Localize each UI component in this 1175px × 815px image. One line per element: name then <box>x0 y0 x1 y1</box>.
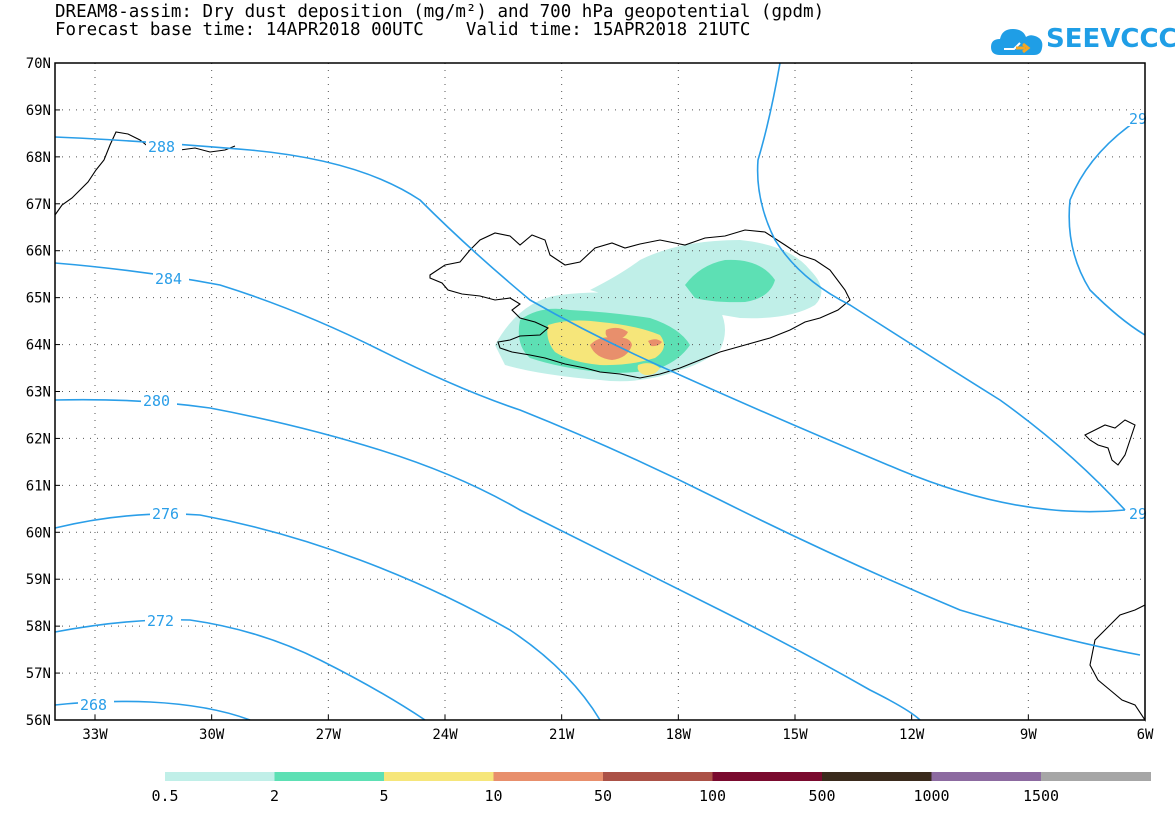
legend-swatch <box>274 772 385 781</box>
legend-swatch <box>165 772 275 781</box>
lon-label: 33W <box>82 727 108 743</box>
lon-label: 27W <box>316 727 342 743</box>
legend-label: 1500 <box>1023 787 1059 805</box>
lon-label: 12W <box>899 727 925 743</box>
lon-label: 9W <box>1020 727 1037 743</box>
contour-ridge-line <box>756 62 1126 511</box>
logo-text: SEEVCCC <box>1046 24 1175 54</box>
lat-label: 60N <box>26 525 51 541</box>
lon-label: 24W <box>432 727 458 743</box>
lat-label: 66N <box>26 244 51 260</box>
lon-label: 18W <box>666 727 692 743</box>
contour-label: 272 <box>147 612 174 630</box>
legend-label: 500 <box>808 787 835 805</box>
legend-label: 50 <box>594 787 612 805</box>
contour-label: 280 <box>143 392 170 410</box>
legend-swatch <box>712 772 823 781</box>
seevccc-logo: SEEVCCC <box>990 22 1175 60</box>
color-legend: 0.5 2 5 10 50 100 500 1000 1500 <box>151 772 1151 805</box>
contour-east-line <box>1068 114 1146 336</box>
legend-swatch <box>603 772 713 781</box>
legend-swatch <box>384 772 494 781</box>
coastlines <box>54 131 1146 722</box>
contour-label: 288 <box>148 138 175 156</box>
contour-label: 268 <box>80 696 107 714</box>
legend-label: 10 <box>484 787 502 805</box>
lat-label: 63N <box>26 385 51 401</box>
lat-label: 68N <box>26 150 51 166</box>
faroe-coastline <box>1084 419 1136 466</box>
lat-label: 64N <box>26 338 51 354</box>
legend-label: 100 <box>699 787 726 805</box>
lat-label: 62N <box>26 431 51 447</box>
lat-label: 65N <box>26 291 51 307</box>
contour-labels: 288 284 280 276 272 268 29 29 <box>78 110 1147 714</box>
cloud-icon <box>991 29 1043 55</box>
legend-label: 1000 <box>913 787 949 805</box>
legend-label: 0.5 <box>151 787 178 805</box>
iceland-coastline <box>429 229 851 379</box>
map-graticule <box>55 63 1145 720</box>
lat-label: 56N <box>26 713 51 729</box>
legend-swatch <box>931 772 1042 781</box>
contour-label: 29 <box>1129 110 1147 128</box>
contour-276-line <box>54 513 601 721</box>
lon-label: 6W <box>1137 727 1154 743</box>
lat-label: 57N <box>26 666 51 682</box>
legend-label: 2 <box>270 787 279 805</box>
longitude-labels: 33W 30W 27W 24W 21W 18W 15W 12W 9W 6W <box>82 715 1154 743</box>
lat-label: 58N <box>26 619 51 635</box>
lat-label: 67N <box>26 197 51 213</box>
lat-label: 59N <box>26 572 51 588</box>
scotland-coastline <box>1089 604 1146 722</box>
contour-280-line <box>54 398 921 721</box>
legend-swatch <box>493 772 604 781</box>
contour-label: 284 <box>155 270 182 288</box>
geopotential-contours <box>54 62 1146 721</box>
map-frame <box>54 62 1146 721</box>
contour-label: 29 <box>1129 505 1147 523</box>
lat-label: 70N <box>26 56 51 72</box>
latitude-labels: 70N 69N 68N 67N 66N 65N 64N 63N 62N 61N 60N 59N 58N 5… <box>26 56 60 729</box>
contour-label: 276 <box>152 505 179 523</box>
lon-label: 15W <box>782 727 808 743</box>
contour-288-line <box>54 136 1126 513</box>
contour-284-line <box>54 262 1141 656</box>
greenland-coastline <box>54 131 236 216</box>
dust-deposition-shading <box>495 240 822 382</box>
contour-272-line <box>54 618 426 721</box>
lon-label: 30W <box>199 727 225 743</box>
lat-label: 61N <box>26 478 51 494</box>
legend-swatch <box>1041 772 1151 781</box>
legend-label: 5 <box>379 787 388 805</box>
lon-label: 21W <box>549 727 575 743</box>
map-title: DREAM8-assim: Dry dust deposition (mg/m²… <box>55 2 825 22</box>
lat-label: 69N <box>26 103 51 119</box>
legend-swatch <box>822 772 932 781</box>
map-subtitle-times: Forecast base time: 14APR2018 00UTC Vali… <box>55 20 751 40</box>
